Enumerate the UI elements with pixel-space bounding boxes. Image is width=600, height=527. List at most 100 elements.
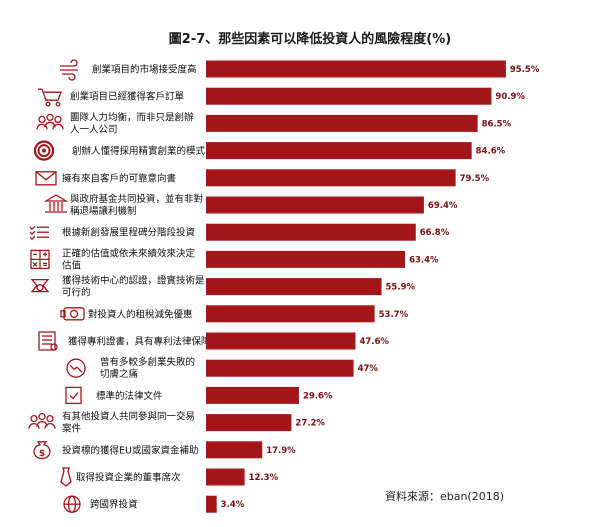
chart-row: 正確的估值或依未來績效來決定估值 63.4% (30, 247, 439, 271)
envelope-icon (35, 171, 57, 186)
bar (206, 305, 375, 323)
value-label: 86.5% (482, 119, 512, 129)
category-label: 標準的法律文件 (96, 390, 163, 402)
bar (206, 223, 416, 241)
category-label-line: 獲得專利證書，具有專利法律保障 (68, 336, 211, 348)
bar (206, 359, 354, 377)
bar (206, 114, 478, 132)
bar (206, 495, 217, 513)
chart-row: 創辦人懂得採用精實創業的模式 84.6% (33, 140, 506, 161)
chart-row: 跨國界投資 3.4% (63, 495, 245, 513)
category-label-line: 創辦人懂得採用精實創業的模式 (72, 145, 206, 157)
category-label: 投資標的獲得EU或國家資金補助 (62, 444, 198, 456)
chart-rows: 創業項目的市場接受度高 95.5% 創業項目已經獲得客戶訂單 90.9% 團隊人力均衡，… (28, 59, 540, 513)
category-label: 正確的估值或依未來績效來決定估值 (62, 247, 196, 271)
category-label-line: 獲得技術中心的認證，證實技術是 (62, 275, 205, 287)
category-label: 擁有來自客戶的可靠意向書 (62, 172, 176, 184)
value-label: 47% (358, 364, 379, 374)
bar (206, 250, 406, 268)
category-label-line: 稱退場讓利機制 (70, 205, 137, 217)
category-label: 跨國界投資 (90, 499, 138, 511)
value-label: 84.6% (476, 147, 506, 157)
chart-row: 創業項目的市場接受度高 95.5% (60, 59, 540, 81)
category-label-line: 投資標的獲得EU或國家資金補助 (62, 444, 198, 456)
chart-row: 與政府基金共同投資，並有非對稱退場讓利機制 69.4% (43, 193, 458, 217)
category-label-line: 團隊人力均衡，而非只是創辦 (70, 111, 194, 123)
checklist-icon (29, 225, 49, 241)
category-label: 創業項目已經獲得客戶訂單 (70, 91, 184, 103)
category-label-line: 對投資人的租稅減免優惠 (88, 308, 193, 320)
value-label: 27.2% (295, 419, 325, 429)
category-label: 團隊人力均衡，而非只是創辦人一人公司 (70, 111, 194, 135)
bar (206, 386, 299, 404)
chart-row: 對投資人的租稅減免優惠 53.7% (60, 305, 409, 323)
category-label: 創業項目的市場接受度高 (92, 64, 197, 76)
wind-icon (60, 59, 78, 81)
value-label: 17.9% (266, 446, 296, 456)
target-icon (33, 140, 55, 161)
category-label: 獲得技術中心的認證，證實技術是可行的 (62, 275, 205, 299)
category-label-line: 跨國界投資 (90, 499, 138, 511)
chart-row: 創業項目已經獲得客戶訂單 90.9% (38, 87, 525, 107)
chart-row: 團隊人力均衡，而非只是創辦人一人公司 86.5% (36, 111, 512, 135)
government-building-icon (43, 194, 69, 213)
bar (206, 169, 456, 187)
category-label: 獲得專利證書，具有專利法律保障 (68, 336, 211, 348)
value-label: 90.9% (495, 92, 525, 102)
value-label: 63.4% (409, 255, 439, 265)
category-label: 根據新創發展里程碑分階段投資 (62, 227, 195, 239)
value-label: 53.7% (379, 310, 409, 320)
bar (206, 414, 292, 432)
bar (206, 60, 506, 78)
investors-icon (28, 412, 56, 429)
category-label-line: 擁有來自客戶的可靠意向書 (62, 172, 176, 184)
patent-document-icon (38, 331, 58, 351)
legal-document-icon (65, 386, 82, 405)
value-label: 55.9% (386, 283, 416, 293)
value-label: 12.3% (249, 473, 279, 483)
chart-row: 標準的法律文件 29.6% (65, 386, 333, 405)
chart-row: 取得投資企業的董事席次 12.3% (60, 467, 279, 487)
svg-text:$: $ (39, 449, 45, 459)
money-icon (60, 307, 85, 321)
category-label-line: 有其他投資人共同參與同一交易 (62, 411, 195, 423)
bar (206, 441, 263, 459)
bar (206, 468, 245, 486)
globe-icon (63, 495, 81, 513)
category-label-line: 創業項目已經獲得客戶訂單 (70, 91, 184, 103)
money-bag-icon: $ (33, 441, 51, 460)
downtrend-icon (66, 358, 86, 378)
necktie-icon (60, 467, 72, 487)
source-note: 資料來源：eban(2018) (385, 489, 504, 503)
calculator-icon (30, 249, 50, 270)
shopping-cart-icon (38, 88, 62, 107)
certificate-icon (30, 278, 50, 293)
category-label-line: 根據新創發展里程碑分階段投資 (62, 227, 195, 239)
value-label: 29.6% (303, 391, 333, 401)
category-label-line: 案件 (62, 423, 82, 435)
category-label-line: 可行的 (62, 287, 91, 299)
bar (206, 142, 472, 160)
value-label: 79.5% (460, 174, 490, 184)
value-label: 66.8% (420, 228, 450, 238)
category-label: 與政府基金共同投資，並有非對稱退場讓利機制 (70, 193, 204, 217)
chart-row: 獲得專利證書，具有專利法律保障 47.6% (38, 331, 389, 351)
category-label: 創辦人懂得採用精實創業的模式 (72, 145, 206, 157)
bar (206, 332, 356, 350)
bar (206, 87, 492, 105)
category-label-line: 標準的法律文件 (96, 390, 163, 402)
category-label-line: 估值 (62, 259, 82, 271)
category-label: 有其他投資人共同參與同一交易案件 (62, 411, 195, 435)
value-label: 47.6% (359, 337, 389, 347)
category-label: 曾有多較多創業失敗的切膚之痛 (100, 356, 195, 380)
category-label-line: 切膚之痛 (100, 368, 139, 380)
chart-row: 根據新創發展里程碑分階段投資 66.8% (29, 223, 450, 241)
chart-row: $ 投資標的獲得EU或國家資金補助 17.9% (33, 441, 296, 460)
category-label-line: 取得投資企業的董事席次 (76, 472, 181, 484)
chart-row: 擁有來自客戶的可靠意向書 79.5% (35, 169, 490, 187)
team-icon (36, 113, 64, 130)
chart-title: 圖2-7、那些因素可以降低投資人的風險程度(%) (169, 31, 451, 47)
category-label-line: 與政府基金共同投資，並有非對 (70, 193, 204, 205)
bar (206, 196, 424, 214)
